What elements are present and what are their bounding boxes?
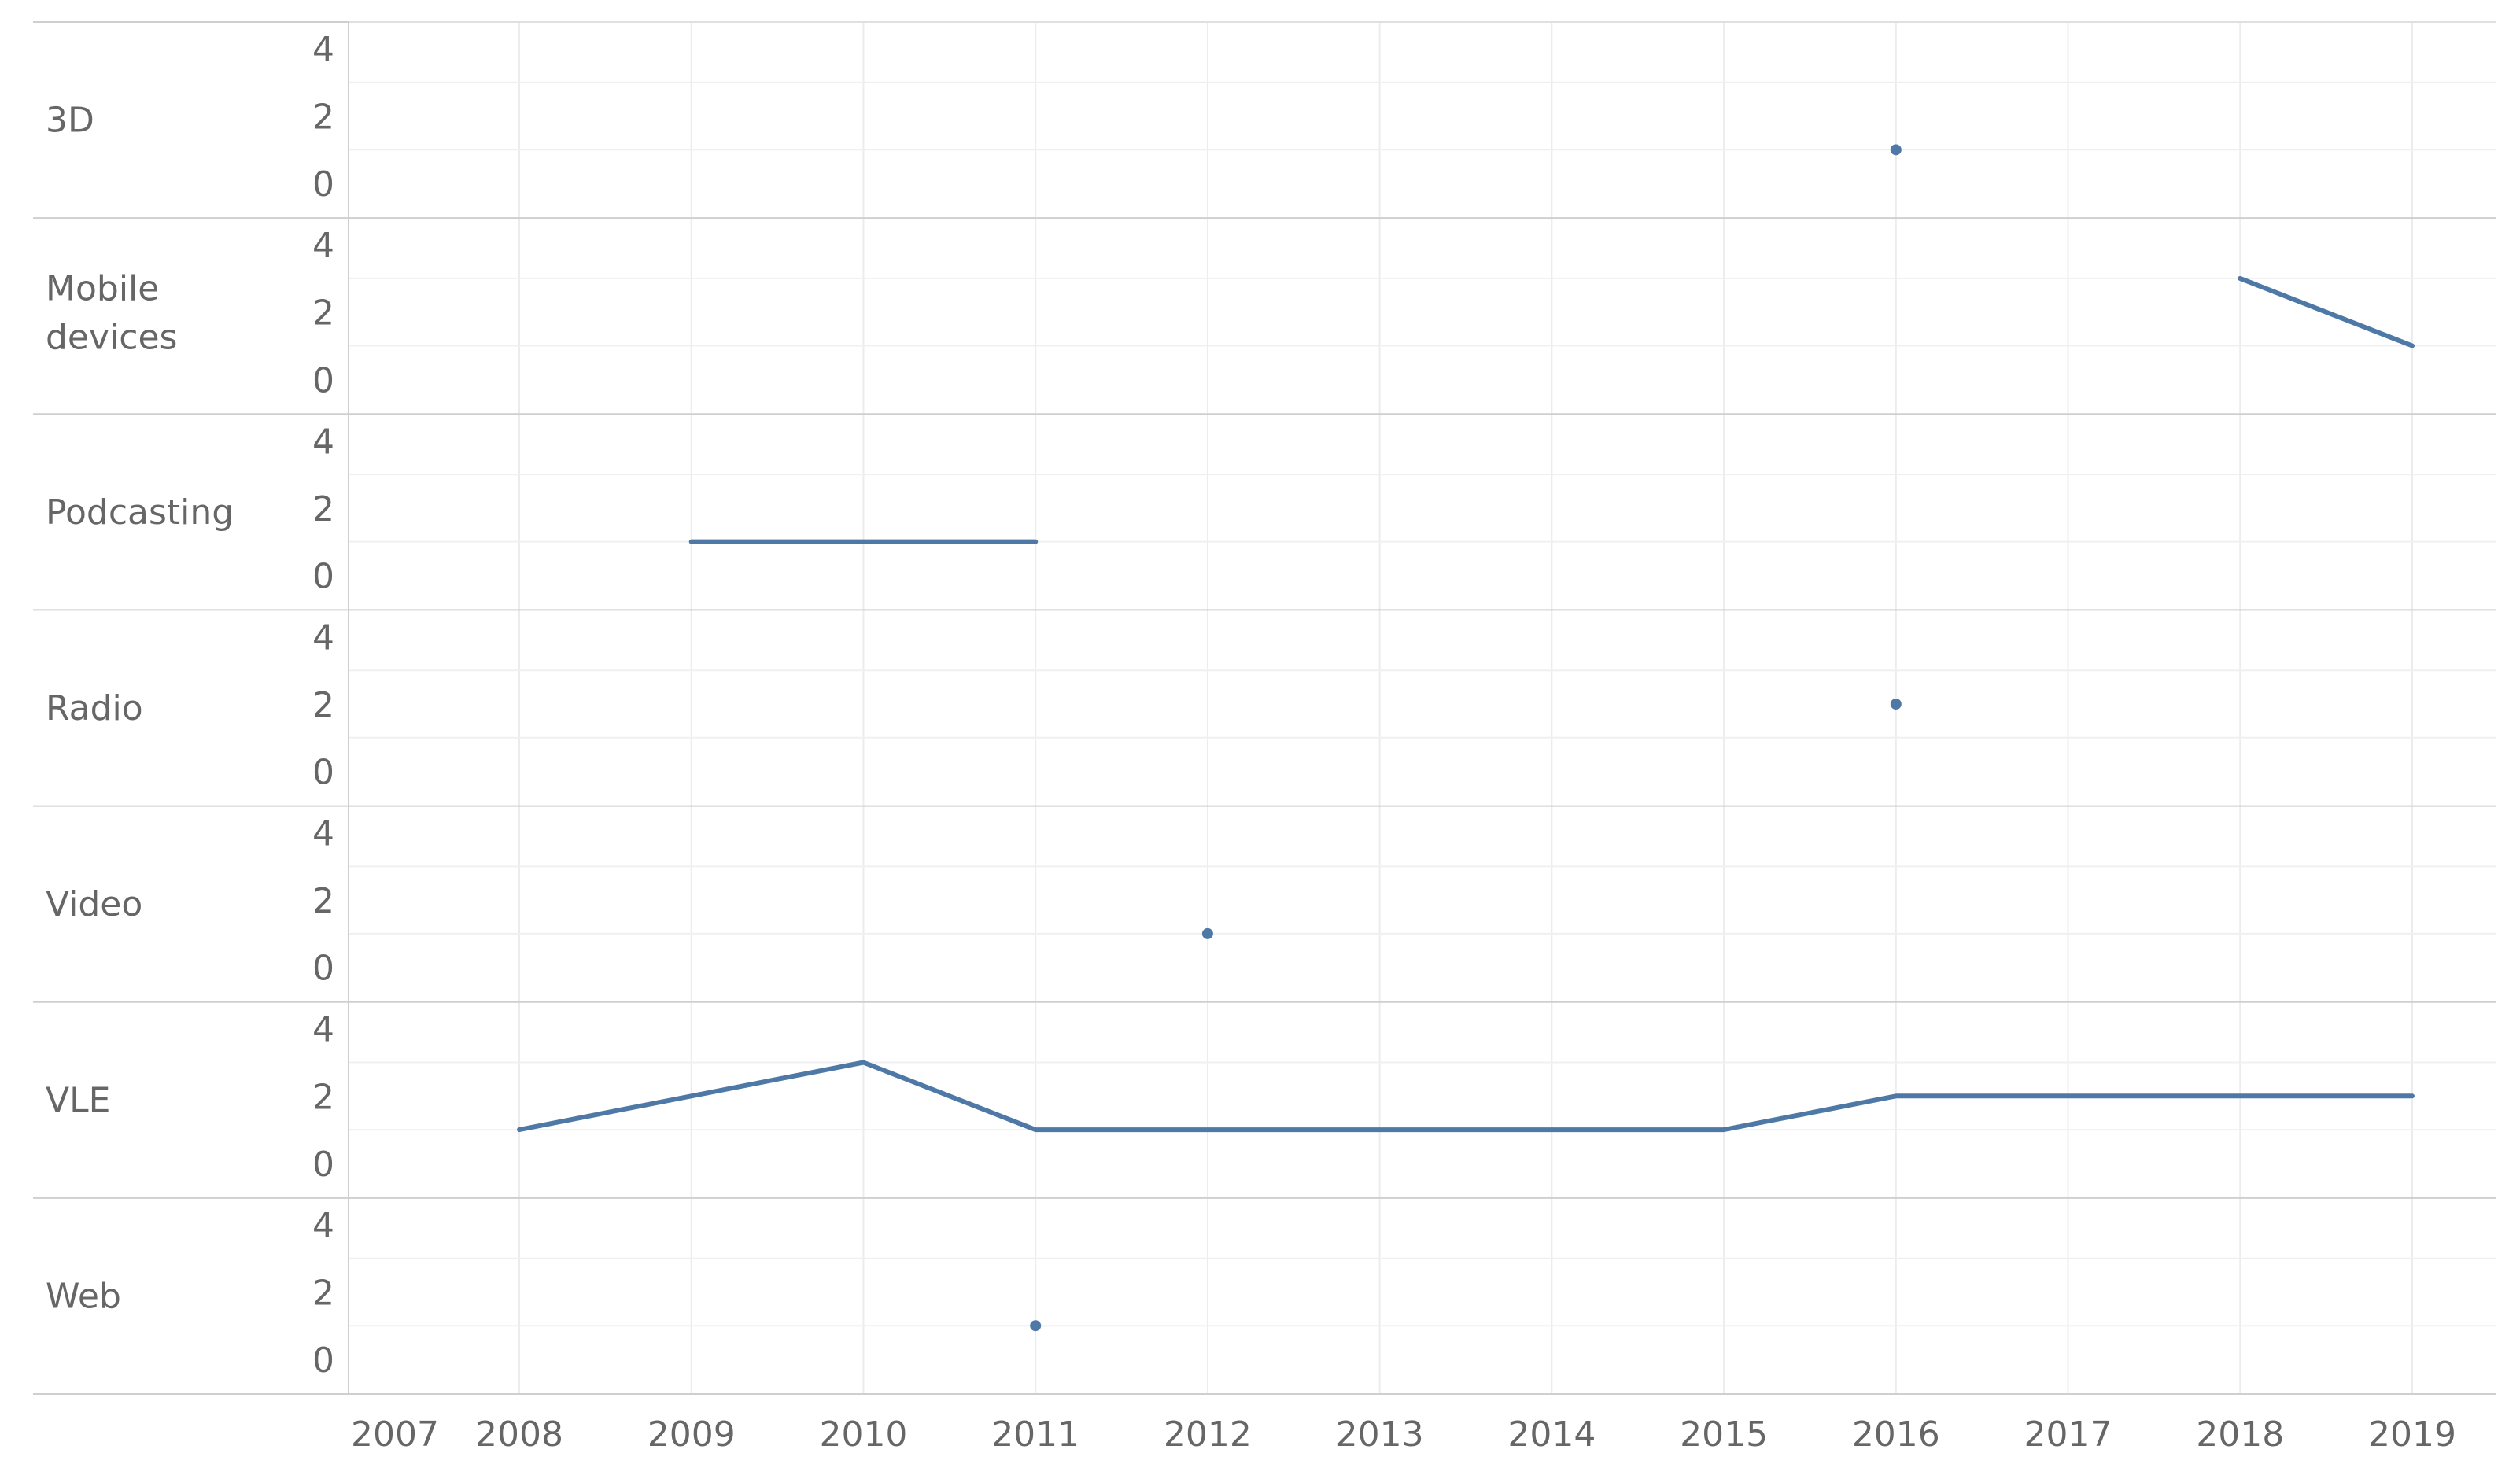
y-tick-label: 2 xyxy=(312,293,334,334)
y-tick-label: 4 xyxy=(312,1010,334,1050)
data-point-radio xyxy=(1891,699,1902,710)
row-label-3: Radio xyxy=(46,688,143,728)
y-tick-label: 2 xyxy=(312,489,334,529)
row-label-4: Video xyxy=(46,884,142,924)
x-tick-label-2014: 2014 xyxy=(1507,1414,1596,1455)
series-line-vle xyxy=(519,1063,2412,1130)
y-tick-label: 4 xyxy=(312,1206,334,1246)
y-tick-label: 0 xyxy=(312,753,334,793)
y-tick-label: 2 xyxy=(312,685,334,725)
x-tick-label-2009: 2009 xyxy=(648,1414,736,1455)
y-tick-label: 4 xyxy=(312,618,334,658)
x-tick-label-2013: 2013 xyxy=(1336,1414,1424,1455)
y-tick-label: 2 xyxy=(312,98,334,138)
row-label-5: VLE xyxy=(46,1080,110,1120)
series-line-mobile-devices xyxy=(2240,278,2412,346)
y-tick-label: 0 xyxy=(312,556,334,596)
x-tick-label-2015: 2015 xyxy=(1680,1414,1768,1455)
x-tick-label-2008: 2008 xyxy=(475,1414,563,1455)
x-tick-label-2007: 2007 xyxy=(351,1414,439,1455)
x-tick-label-2011: 2011 xyxy=(991,1414,1079,1455)
x-tick-label-2012: 2012 xyxy=(1164,1414,1252,1455)
row-label-0: 3D xyxy=(46,101,94,141)
grid-layer xyxy=(349,22,2496,1394)
data-point-web xyxy=(1030,1320,1041,1331)
y-tick-label: 4 xyxy=(312,422,334,462)
y-tick-label: 4 xyxy=(312,30,334,70)
x-tick-label-2017: 2017 xyxy=(2024,1414,2112,1455)
frame-layer xyxy=(33,22,2496,1394)
data-point-video xyxy=(1202,928,1213,939)
y-tick-label: 0 xyxy=(312,164,334,205)
x-tick-label-2018: 2018 xyxy=(2196,1414,2284,1455)
x-tick-label-2016: 2016 xyxy=(1852,1414,1940,1455)
y-tick-label: 0 xyxy=(312,1145,334,1185)
row-label-2: Podcasting xyxy=(46,492,234,533)
y-tick-label: 0 xyxy=(312,949,334,989)
data-point-3d xyxy=(1891,144,1902,155)
y-tick-label: 2 xyxy=(312,1273,334,1313)
row-label-6: Web xyxy=(46,1276,121,1316)
y-tick-label: 4 xyxy=(312,226,334,266)
x-tick-label-2010: 2010 xyxy=(819,1414,907,1455)
y-tick-label: 2 xyxy=(312,881,334,921)
y-tick-label: 0 xyxy=(312,360,334,400)
y-tick-label: 4 xyxy=(312,814,334,854)
y-tick-label: 2 xyxy=(312,1077,334,1117)
y-tick-label: 0 xyxy=(312,1340,334,1381)
x-tick-label-2019: 2019 xyxy=(2368,1414,2456,1455)
